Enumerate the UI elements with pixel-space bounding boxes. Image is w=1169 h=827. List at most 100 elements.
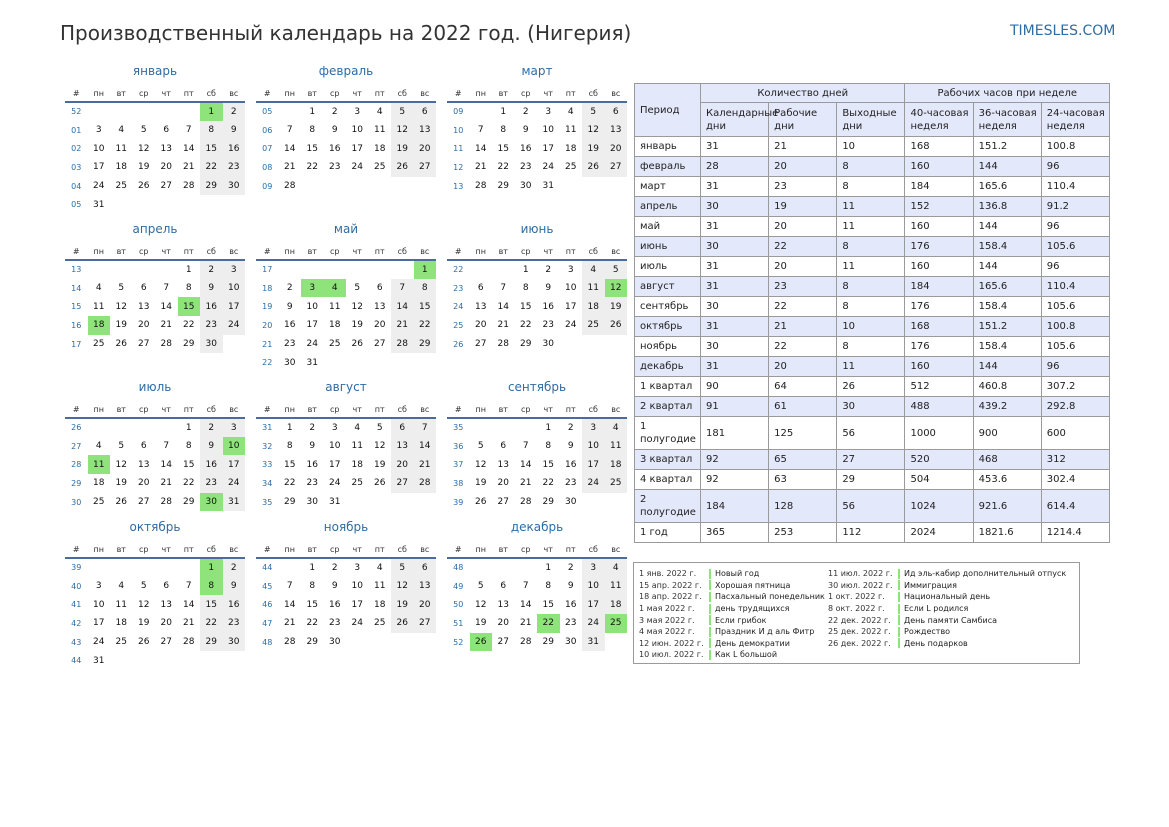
stats-value-cell: 28 [699,156,770,177]
empty-day-cell [133,195,156,214]
stats-value-cell: 614.4 [1040,489,1111,523]
stats-value-cell: 64 [768,376,838,397]
day-cell: 29 [413,334,436,354]
day-cell: 20 [475,320,487,331]
stats-value-cell: 8 [836,156,906,177]
day-cell: 25 [115,181,127,192]
day-cell: 2 [200,260,223,279]
empty-day-cell [470,418,493,437]
day-cell: 16 [329,599,341,610]
stats-value-cell: 1214.4 [1040,522,1111,543]
week-number: 39 [453,497,464,507]
day-cell: 4 [604,418,627,437]
day-cell: 20 [497,618,509,629]
stats-value-cell: 110.4 [1040,176,1111,197]
week-number-header: # [256,243,279,261]
day-cell: 24 [582,614,605,633]
empty-day-cell [492,558,515,577]
stats-period-cell: 2 квартал [634,396,701,417]
stats-value-cell: 20 [768,216,838,237]
day-cell: 5 [477,441,484,452]
weekday-header: пн [469,541,492,559]
week-row: 41 10 11 12 13 14 15 16 [65,595,245,615]
holiday-day-cell: 15 [177,297,200,317]
stats-value-cell: 488 [904,396,974,417]
day-cell: 2 [567,562,574,573]
hours-24-header: 24-часовая неделя [1040,102,1111,137]
site-link[interactable]: TIMESLES.COM [1010,23,1116,39]
empty-day-cell [470,102,493,121]
day-cell: 10 [565,283,577,294]
empty-day-cell [470,260,493,279]
day-cell: 13 [475,301,487,312]
holiday-marker [709,626,711,637]
day-cell: 27 [160,637,172,648]
month-calendar: апрель # пн вт ср чт пт сб вс 13 1 2 3 14 4 5 6 7 8 9 10 15 11… [65,222,245,354]
day-cell: 31 [582,632,605,652]
day-cell: 26 [115,497,127,508]
day-cell: 12 [115,459,127,470]
week-number: 24 [453,302,464,312]
day-cell: 24 [306,339,318,350]
day-cell: 9 [545,283,552,294]
holiday-list: 1 янв. 2022 г. Новый год 15 апр. 2022 г. Хо… [633,562,1080,664]
day-cell: 2 [331,106,338,117]
week-number: 09 [262,181,273,191]
week-number: 29 [71,478,82,488]
weekday-header: пт [559,401,582,419]
week-number: 10 [453,125,464,135]
holiday-day-cell: 8 [200,576,223,596]
weekday-header: пт [368,541,391,559]
day-cell: 7 [413,418,436,437]
stats-value-cell: 22 [768,336,838,357]
day-cell: 5 [391,558,414,577]
stats-value-cell: 31 [699,136,770,157]
day-cell: 15 [542,459,554,470]
weekday-header: ср [323,401,346,419]
week-number-header: # [256,541,279,559]
day-cell: 17 [565,301,577,312]
stats-row: сентябрь 30 22 8 176 158.4 105.6 [634,296,1111,317]
weekday-header: чт [155,85,178,103]
holiday-marker [898,615,900,626]
weekday-header: вт [301,401,324,419]
week-number: 46 [262,600,273,610]
day-cell: 24 [329,478,341,489]
weekday-header: вс [222,85,245,103]
day-cell: 6 [140,441,147,452]
holiday-day-cell: 3 [301,278,324,298]
stats-period-cell: 4 квартал [634,469,701,490]
stats-value-cell: 30 [836,396,906,417]
month-name: июнь [520,222,554,236]
week-number: 34 [262,478,273,488]
day-cell: 23 [200,316,223,335]
holiday-date: 4 мая 2022 г. [639,627,695,637]
day-cell: 11 [329,301,341,312]
stats-row: 3 квартал 92 65 27 520 468 312 [634,449,1111,470]
stats-value-cell: 19 [768,196,838,217]
day-cell: 4 [118,125,125,136]
weekday-header: вс [222,243,245,261]
day-cell: 3 [222,418,245,437]
weekday-header: вс [413,401,436,419]
day-cell: 14 [497,301,509,312]
stats-value-cell: 460.8 [972,376,1042,397]
day-cell: 15 [183,459,195,470]
week-number: 12 [453,162,464,172]
holiday-name: Иммиграция [904,580,957,590]
week-row: 26 1 2 3 [65,418,245,437]
stats-value-cell: 27 [836,449,906,470]
week-row: 29 18 19 20 21 22 23 24 [65,474,245,493]
weekday-header: ср [132,243,155,261]
day-cell: 5 [582,102,605,121]
weekday-header: чт [346,85,369,103]
day-cell: 19 [351,320,363,331]
day-cell: 7 [163,283,170,294]
day-cell: 8 [200,120,223,140]
week-number: 23 [453,283,464,293]
day-cell: 14 [284,143,296,154]
day-cell: 28 [160,497,172,508]
empty-day-cell [200,195,223,214]
month-grid: # пн вт ср чт пт сб вс 48 1 2 3 4 49 5 6 7 8 9 10 11 50 12 13 14… [447,541,627,652]
day-cell: 29 [542,637,554,648]
